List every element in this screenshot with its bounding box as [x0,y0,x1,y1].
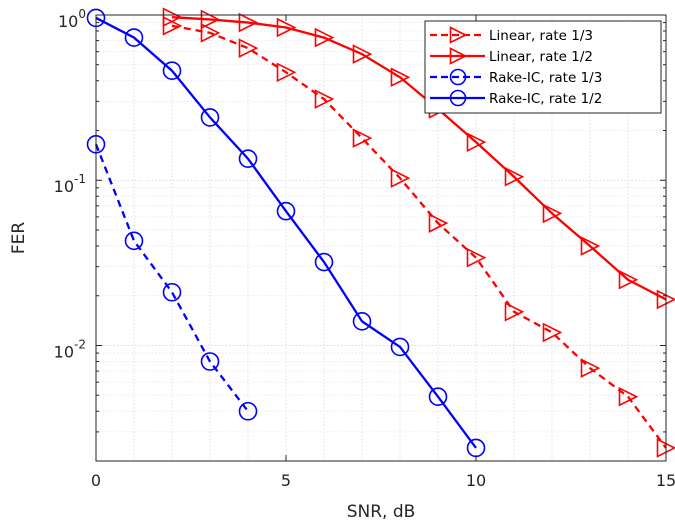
data-point [618,269,639,290]
series-2 [162,7,675,310]
data-point [162,61,182,81]
x-tick-label: 10 [466,471,486,490]
y-tick-exponent: -1 [74,172,86,186]
data-point [200,352,220,371]
data-point [276,62,297,83]
data-point [580,358,601,378]
x-axis-label: SNR, dB [347,502,416,522]
data-point [162,7,183,27]
data-point [504,166,525,187]
data-point [238,401,258,421]
data-point [428,213,449,233]
data-point [449,89,467,107]
data-point [466,132,487,152]
data-point [124,28,144,47]
series-line [95,16,477,449]
legend-label: Linear, rate 1/3 [489,28,593,44]
series-line [94,143,249,412]
data-point [504,301,525,322]
series-line [171,24,667,449]
series-3 [86,135,258,421]
y-tick-base: 10 [58,12,78,31]
legend-label: Linear, rate 1/2 [489,49,593,65]
data-point [428,387,448,406]
data-point [449,26,468,44]
data-point [352,128,373,148]
data-point [449,47,468,65]
data-point [124,231,144,251]
y-tick-base: 10 [54,342,74,361]
data-point [200,23,221,43]
y-tick-label: 10-1 [54,172,86,196]
data-point [390,168,411,188]
axes-box [95,14,667,462]
data-point [238,38,259,58]
data-point [390,337,410,357]
y-tick-label: 100 [58,7,86,31]
data-point [314,27,335,48]
data-point [238,149,258,169]
data-point [162,282,182,302]
y-tick-exponent: 0 [78,7,86,21]
data-point [200,108,220,127]
legend-entry: Linear, rate 1/3 [430,26,593,44]
data-point [352,312,372,331]
data-point [618,386,639,407]
legend: Linear, rate 1/3 Linear, rate 1/2 Rake-IC,… [424,20,662,114]
tick-marks [95,14,667,462]
data-point [352,44,373,64]
legend-entry: Rake-IC, rate 1/2 [430,89,602,107]
data-point [276,201,296,221]
legend-entry: Rake-IC, rate 1/3 [430,68,602,86]
legend-label: Rake-IC, rate 1/2 [489,91,602,107]
x-tick-label: 0 [91,471,101,490]
series-layer [86,7,675,458]
y-axis-label: FER [9,222,29,255]
y-tick-exponent: -2 [74,337,86,351]
legend-entry: Linear, rate 1/2 [430,47,593,65]
data-point [580,236,601,256]
x-tick-label: 15 [656,471,675,490]
x-tick-labels: 0 5 10 15 [91,471,675,490]
data-point [542,322,563,343]
data-point [276,17,297,38]
data-point [238,12,259,33]
x-tick-label: 5 [281,471,291,490]
data-point [390,67,411,88]
legend-label: Rake-IC, rate 1/3 [489,70,602,86]
data-point [466,247,487,268]
data-point [314,89,335,109]
data-point [542,203,563,224]
data-point [314,252,334,272]
data-point [449,68,467,86]
y-tick-label: 10-2 [54,337,86,361]
y-tick-base: 10 [54,177,74,196]
